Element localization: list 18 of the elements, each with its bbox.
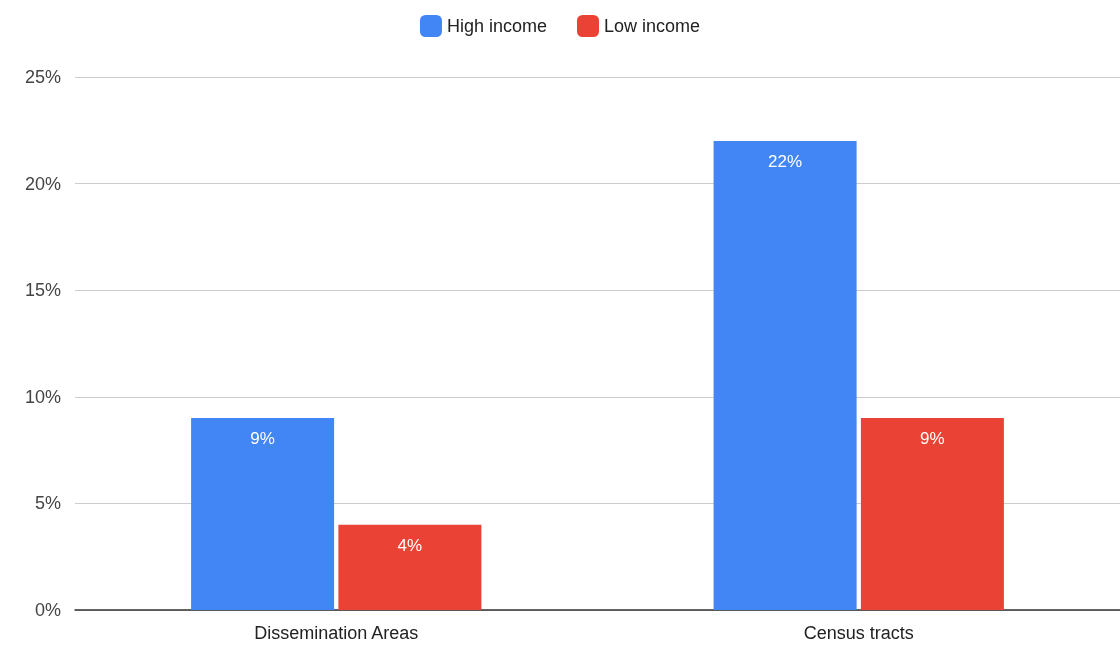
bar — [191, 418, 335, 610]
data-label: 22% — [768, 151, 803, 171]
bar — [338, 524, 482, 610]
y-tick-label: 0% — [34, 600, 61, 620]
legend-label: High income — [446, 16, 547, 36]
y-tick-label: 5% — [34, 493, 61, 514]
x-tick-label: Census tracts — [803, 623, 914, 643]
bar — [860, 418, 1004, 610]
y-tick-label: 25% — [24, 67, 61, 87]
legend-label: Low income — [604, 16, 701, 36]
y-tick-label: 15% — [24, 280, 61, 301]
data-label: 4% — [397, 535, 423, 555]
bar — [713, 140, 857, 610]
y-tick-label: 10% — [24, 386, 61, 407]
y-tick-label: 20% — [24, 173, 61, 194]
data-label: 9% — [920, 429, 945, 449]
x-tick-label: Dissemination Areas — [254, 623, 419, 643]
data-label: 9% — [250, 429, 275, 449]
